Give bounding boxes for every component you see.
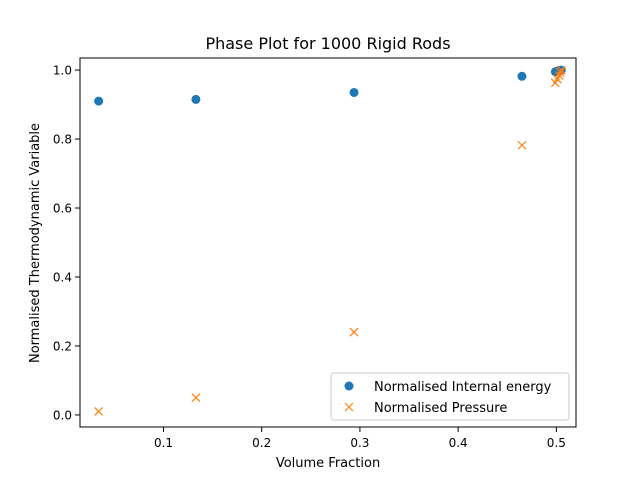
x-axis-label: Volume Fraction <box>276 456 380 471</box>
y-tick-label: 0.6 <box>53 202 72 216</box>
x-tick-label: 0.4 <box>449 436 468 450</box>
legend-box <box>330 372 570 421</box>
data-point <box>555 68 565 77</box>
legend-marker-internal-energy <box>344 381 354 391</box>
data-points <box>94 65 566 416</box>
x-tick-label: 0.1 <box>154 436 173 450</box>
chart-title: Phase Plot for 1000 Rigid Rods <box>205 34 450 53</box>
y-axis-label: Normalised Thermodynamic Variable <box>28 123 43 363</box>
data-point <box>517 140 527 150</box>
data-point <box>349 327 359 337</box>
data-point <box>191 393 201 403</box>
y-tick-label: 0.4 <box>53 270 72 284</box>
series-1 <box>94 65 566 416</box>
legend-label-internal-energy: Normalised Internal energy <box>374 380 552 395</box>
data-point <box>349 87 359 97</box>
data-point <box>554 71 564 81</box>
data-point <box>94 407 104 416</box>
legend-x-glyph <box>344 402 354 412</box>
data-point <box>191 94 201 104</box>
y-tick-label: 0.0 <box>53 408 72 422</box>
data-point <box>556 65 566 75</box>
legend: Normalised Internal energy Normalised Pr… <box>330 372 570 421</box>
plot-area-frame <box>79 57 577 428</box>
legend-marker-pressure <box>344 402 354 412</box>
x-tick-label: 0.2 <box>252 436 271 450</box>
data-point <box>94 96 104 106</box>
y-tick-label: 0.2 <box>53 339 72 353</box>
data-point <box>517 71 527 81</box>
y-tick-label: 1.0 <box>53 64 72 78</box>
axis-ticks: 0.1 0.2 0.3 0.4 0.5 0.0 0.2 0.4 0.6 0.8 1.0 <box>53 64 566 450</box>
legend-label-pressure: Normalised Pressure <box>374 401 507 416</box>
y-tick-label: 0.8 <box>53 133 72 147</box>
x-tick-label: 0.5 <box>547 436 566 450</box>
x-tick-label: 0.3 <box>350 436 369 450</box>
